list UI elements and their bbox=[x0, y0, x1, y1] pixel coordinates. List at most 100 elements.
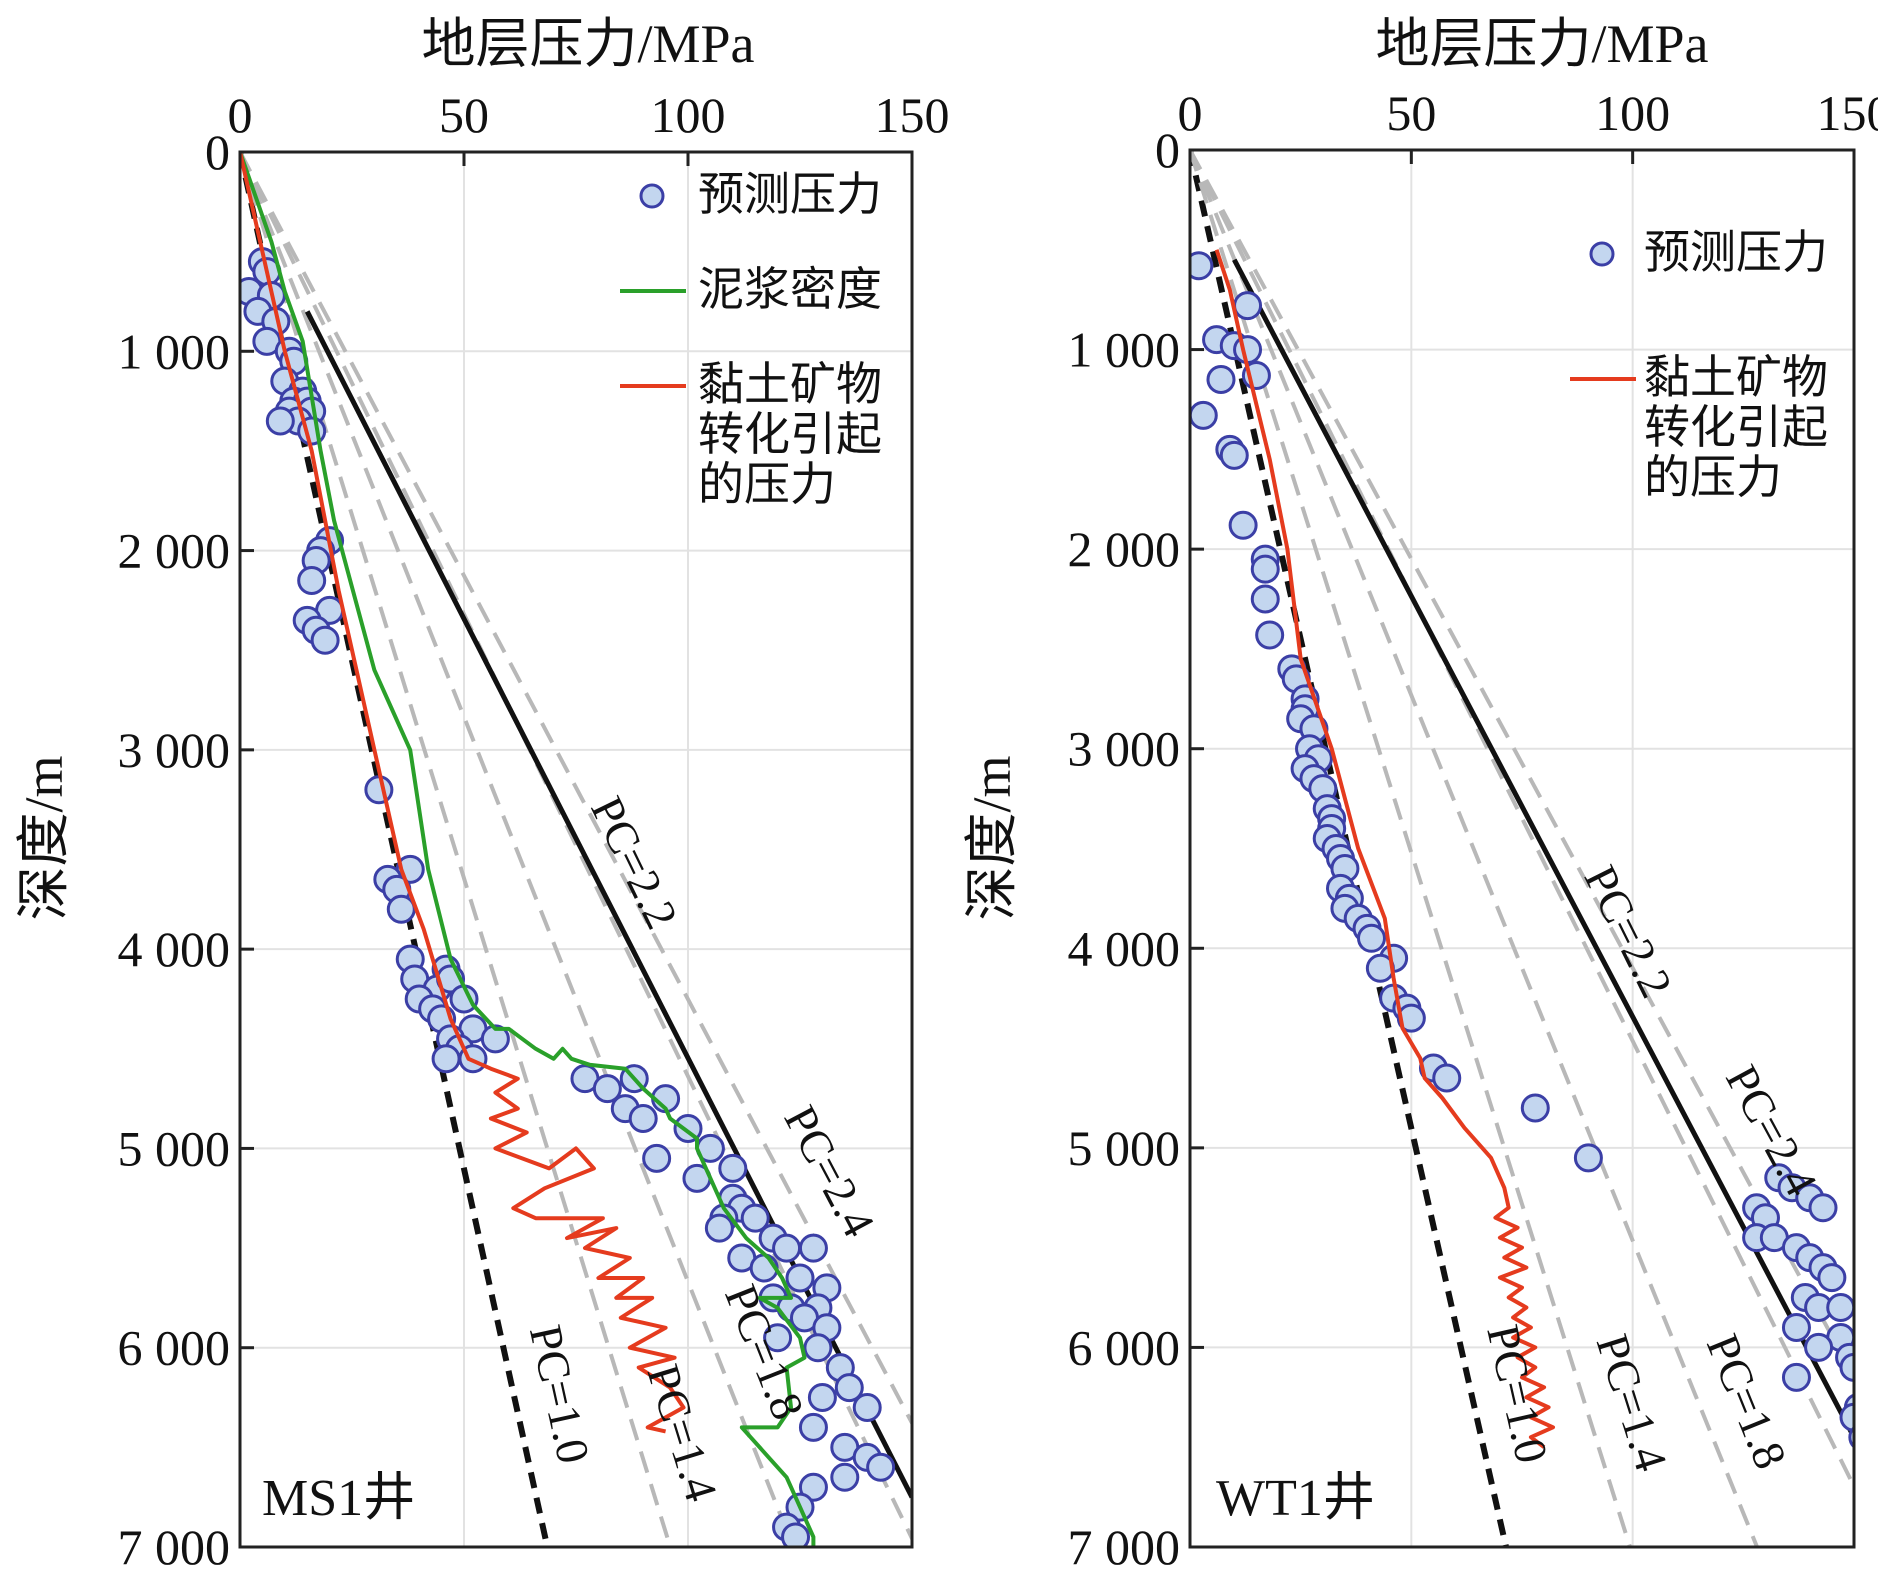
legend-label: 预测压力 bbox=[1644, 227, 1828, 278]
data-point bbox=[1235, 337, 1261, 363]
data-point bbox=[1434, 1065, 1460, 1091]
data-point bbox=[388, 896, 414, 922]
y-tick-label: 1 000 bbox=[1068, 322, 1181, 378]
data-point bbox=[720, 1155, 746, 1181]
data-point bbox=[1819, 1265, 1845, 1291]
data-point bbox=[644, 1145, 670, 1171]
legend-label-line: 预测压力 bbox=[1644, 227, 1828, 278]
data-point bbox=[1208, 367, 1234, 393]
y-tick-label: 3 000 bbox=[1068, 721, 1181, 777]
x-axis-title: 地层压力/MPa bbox=[1375, 14, 1708, 74]
legend-label: 黏土矿物转化引起的压力 bbox=[1644, 352, 1828, 503]
data-point bbox=[1221, 442, 1247, 468]
data-point bbox=[805, 1335, 831, 1361]
x-tick-label: 100 bbox=[651, 87, 726, 143]
data-point bbox=[1783, 1314, 1809, 1340]
x-tick-label: 100 bbox=[1595, 85, 1670, 141]
legend-label-line: 泥浆密度 bbox=[698, 264, 882, 315]
legend-label: 泥浆密度 bbox=[698, 264, 882, 315]
legend-label-line: 黏土矿物 bbox=[698, 359, 882, 410]
data-point bbox=[1854, 1374, 1878, 1400]
data-point bbox=[800, 1235, 826, 1261]
data-point bbox=[854, 1395, 880, 1421]
legend-label-line: 转化引起 bbox=[1644, 402, 1828, 453]
y-tick-label: 2 000 bbox=[1068, 521, 1181, 577]
legend-label-line: 的压力 bbox=[698, 459, 836, 510]
y-axis-title: 深度/m bbox=[14, 755, 74, 920]
data-point bbox=[299, 567, 325, 593]
data-point bbox=[1257, 622, 1283, 648]
legend-label: 预测压力 bbox=[698, 169, 882, 220]
y-tick-label: 5 000 bbox=[118, 1120, 231, 1176]
data-point bbox=[1575, 1145, 1601, 1171]
y-tick-label: 6 000 bbox=[118, 1320, 231, 1376]
data-point bbox=[1859, 1444, 1878, 1470]
data-point bbox=[1252, 556, 1278, 582]
y-tick-label: 0 bbox=[1155, 122, 1180, 178]
data-point bbox=[1358, 925, 1384, 951]
data-point bbox=[1806, 1334, 1832, 1360]
legend-label-line: 转化引起 bbox=[698, 409, 882, 460]
data-point bbox=[1810, 1195, 1836, 1221]
data-point bbox=[1252, 586, 1278, 612]
data-point bbox=[267, 408, 293, 434]
data-point bbox=[312, 627, 338, 653]
y-tick-label: 4 000 bbox=[1068, 920, 1181, 976]
pc-label: PC=2.4 bbox=[774, 1097, 884, 1244]
x-tick-label: 150 bbox=[875, 87, 950, 143]
pc-label: PC=1.0 bbox=[520, 1320, 600, 1467]
data-point bbox=[1783, 1364, 1809, 1390]
pc-label: PC=2.4 bbox=[1716, 1057, 1827, 1204]
y-tick-label: 6 000 bbox=[1068, 1319, 1181, 1375]
data-point bbox=[1235, 293, 1261, 319]
y-tick-label: 7 000 bbox=[118, 1519, 231, 1575]
legend-marker bbox=[1591, 243, 1613, 265]
legend-label-line: 黏土矿物 bbox=[1644, 352, 1828, 403]
y-tick-label: 7 000 bbox=[1068, 1519, 1181, 1575]
data-point bbox=[1872, 1454, 1878, 1480]
x-tick-label: 150 bbox=[1817, 85, 1878, 141]
data-point bbox=[1230, 512, 1256, 538]
pc-label: PC=2.2 bbox=[581, 789, 688, 937]
x-axis-title: 地层压力/MPa bbox=[421, 14, 754, 74]
pc-label: PC=1.0 bbox=[1477, 1320, 1558, 1468]
well-label: WT1井 bbox=[1216, 1470, 1375, 1527]
x-tick-label: 0 bbox=[1178, 85, 1203, 141]
y-tick-label: 4 000 bbox=[118, 921, 231, 977]
clay-pressure-line bbox=[240, 152, 684, 1431]
well-label: MS1井 bbox=[262, 1470, 415, 1527]
data-point bbox=[706, 1215, 732, 1241]
data-point bbox=[800, 1414, 826, 1440]
x-tick-label: 0 bbox=[228, 87, 253, 143]
data-point bbox=[366, 777, 392, 803]
data-point bbox=[868, 1454, 894, 1480]
data-point bbox=[1863, 1414, 1878, 1440]
y-tick-label: 1 000 bbox=[118, 323, 231, 379]
data-point bbox=[787, 1265, 813, 1291]
y-tick-label: 2 000 bbox=[118, 523, 231, 579]
data-point bbox=[1190, 402, 1216, 428]
pc-label: PC=2.2 bbox=[1575, 857, 1683, 1005]
y-tick-label: 5 000 bbox=[1068, 1120, 1181, 1176]
x-tick-label: 50 bbox=[439, 87, 489, 143]
legend-label-line: 的压力 bbox=[1644, 452, 1782, 503]
legend-marker bbox=[641, 185, 663, 207]
y-tick-label: 3 000 bbox=[118, 722, 231, 778]
pc-label: PC=1.8 bbox=[1697, 1327, 1797, 1476]
clay-pressure-line bbox=[1217, 250, 1553, 1447]
data-point bbox=[774, 1235, 800, 1261]
x-tick-label: 50 bbox=[1386, 85, 1436, 141]
legend-label-line: 预测压力 bbox=[698, 169, 882, 220]
y-tick-label: 0 bbox=[205, 124, 230, 180]
data-point bbox=[433, 1046, 459, 1072]
data-point bbox=[1828, 1295, 1854, 1321]
y-axis-title: 深度/m bbox=[962, 755, 1022, 920]
data-point bbox=[832, 1464, 858, 1490]
legend-label: 黏土矿物转化引起的压力 bbox=[698, 359, 882, 510]
data-point bbox=[630, 1106, 656, 1132]
data-point bbox=[1522, 1095, 1548, 1121]
